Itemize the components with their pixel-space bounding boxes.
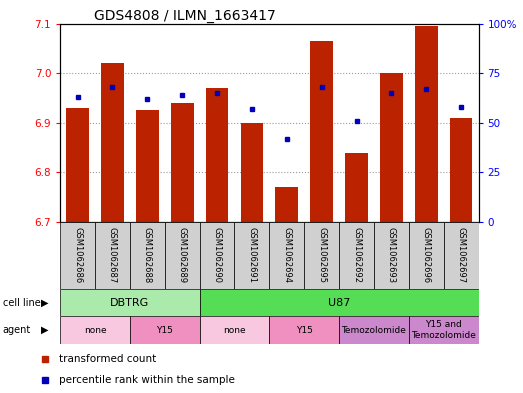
Bar	[60, 222, 95, 289]
Text: GSM1062696: GSM1062696	[422, 228, 431, 283]
Bar	[345, 152, 368, 222]
Text: GDS4808 / ILMN_1663417: GDS4808 / ILMN_1663417	[94, 9, 276, 22]
Bar	[206, 88, 229, 222]
Bar	[374, 222, 409, 289]
Text: GSM1062688: GSM1062688	[143, 228, 152, 284]
Bar	[304, 222, 339, 289]
Bar	[380, 73, 403, 222]
Bar	[101, 63, 124, 222]
Bar	[130, 222, 165, 289]
Bar	[339, 222, 374, 289]
Text: GSM1062689: GSM1062689	[178, 228, 187, 283]
Bar	[234, 222, 269, 289]
Bar	[310, 41, 333, 222]
Bar	[95, 222, 130, 289]
Bar	[339, 316, 409, 344]
Bar	[269, 222, 304, 289]
Text: ▶: ▶	[41, 325, 48, 335]
Text: Y15 and
Temozolomide: Y15 and Temozolomide	[411, 320, 476, 340]
Text: percentile rank within the sample: percentile rank within the sample	[59, 375, 235, 385]
Bar	[415, 26, 438, 222]
Text: U87: U87	[328, 298, 350, 308]
Text: Y15: Y15	[156, 326, 173, 334]
Text: none: none	[84, 326, 106, 334]
Text: GSM1062694: GSM1062694	[282, 228, 291, 283]
Text: Y15: Y15	[296, 326, 313, 334]
Bar	[60, 316, 130, 344]
Bar	[200, 222, 234, 289]
Bar	[450, 118, 472, 222]
Bar	[130, 316, 200, 344]
Text: GSM1062691: GSM1062691	[247, 228, 256, 283]
Bar	[409, 316, 479, 344]
Text: transformed count: transformed count	[59, 354, 156, 364]
Text: GSM1062697: GSM1062697	[457, 228, 465, 283]
Text: ▶: ▶	[41, 298, 48, 308]
Bar	[444, 222, 479, 289]
Bar	[60, 289, 200, 316]
Text: cell line: cell line	[3, 298, 40, 308]
Text: GSM1062695: GSM1062695	[317, 228, 326, 283]
Bar	[409, 222, 444, 289]
Bar	[241, 123, 263, 222]
Text: agent: agent	[3, 325, 31, 335]
Bar	[66, 108, 89, 222]
Bar	[276, 187, 298, 222]
Bar	[269, 316, 339, 344]
Text: GSM1062692: GSM1062692	[352, 228, 361, 283]
Text: GSM1062687: GSM1062687	[108, 228, 117, 284]
Text: GSM1062686: GSM1062686	[73, 228, 82, 284]
Bar	[200, 289, 479, 316]
Bar	[136, 110, 158, 222]
Text: GSM1062693: GSM1062693	[387, 228, 396, 283]
Bar	[165, 222, 200, 289]
Bar	[171, 103, 194, 222]
Bar	[200, 316, 269, 344]
Text: none: none	[223, 326, 246, 334]
Text: Temozolomide: Temozolomide	[342, 326, 406, 334]
Text: GSM1062690: GSM1062690	[212, 228, 222, 283]
Text: DBTRG: DBTRG	[110, 298, 150, 308]
